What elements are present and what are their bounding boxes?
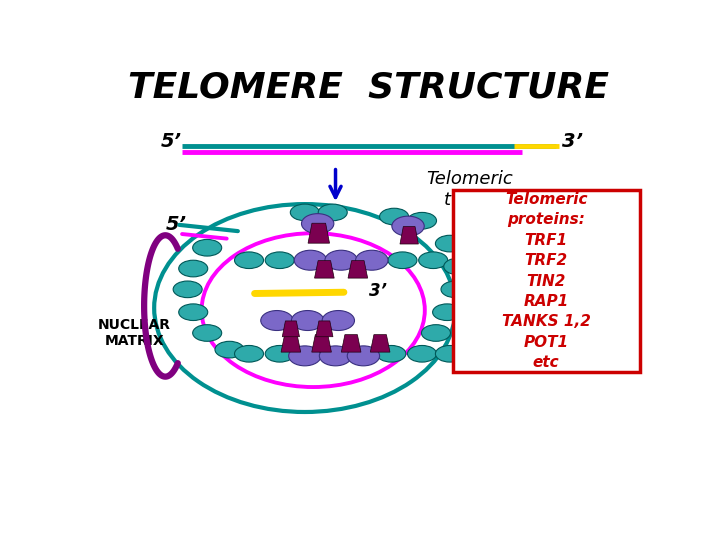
Polygon shape	[400, 227, 418, 244]
Ellipse shape	[320, 346, 351, 366]
Text: Telomeric
proteins:
TRF1
TRF2
TIN2
RAP1
TANKS 1,2
POT1
etc: Telomeric proteins: TRF1 TRF2 TIN2 RAP1 …	[502, 192, 590, 370]
Ellipse shape	[392, 216, 424, 236]
Ellipse shape	[292, 310, 324, 330]
Ellipse shape	[235, 252, 264, 268]
Ellipse shape	[179, 304, 208, 321]
Text: 3’: 3’	[562, 132, 583, 151]
Ellipse shape	[179, 260, 208, 277]
Ellipse shape	[265, 252, 294, 268]
Text: 3’: 3’	[369, 282, 387, 300]
Ellipse shape	[433, 304, 462, 321]
Ellipse shape	[418, 252, 448, 268]
Ellipse shape	[193, 325, 222, 341]
Polygon shape	[316, 321, 333, 337]
Polygon shape	[281, 335, 301, 352]
Ellipse shape	[356, 250, 388, 270]
Polygon shape	[308, 223, 330, 243]
Text: Telomeric
t loop: Telomeric t loop	[426, 170, 513, 209]
Ellipse shape	[441, 281, 470, 298]
Ellipse shape	[261, 310, 293, 330]
Ellipse shape	[408, 212, 436, 229]
Ellipse shape	[388, 252, 417, 268]
Polygon shape	[315, 261, 334, 278]
Ellipse shape	[289, 346, 321, 366]
Ellipse shape	[173, 281, 202, 298]
Ellipse shape	[325, 250, 357, 270]
Ellipse shape	[347, 346, 379, 366]
Ellipse shape	[290, 204, 320, 221]
Ellipse shape	[436, 235, 464, 252]
Ellipse shape	[215, 341, 244, 358]
Ellipse shape	[436, 346, 464, 362]
Polygon shape	[348, 261, 368, 278]
Ellipse shape	[235, 346, 264, 362]
Polygon shape	[282, 321, 300, 337]
Ellipse shape	[302, 214, 334, 234]
Ellipse shape	[294, 250, 327, 270]
Polygon shape	[370, 335, 390, 352]
Ellipse shape	[444, 258, 473, 275]
Ellipse shape	[379, 208, 409, 225]
Polygon shape	[312, 335, 331, 352]
Text: 5’: 5’	[166, 215, 187, 234]
FancyBboxPatch shape	[453, 190, 639, 373]
Ellipse shape	[408, 346, 436, 362]
Polygon shape	[341, 335, 361, 352]
Ellipse shape	[322, 310, 354, 330]
Text: 5’: 5’	[161, 132, 181, 151]
Ellipse shape	[377, 346, 406, 362]
Text: TELOMERE  STRUCTURE: TELOMERE STRUCTURE	[128, 71, 610, 105]
Ellipse shape	[318, 204, 347, 221]
Text: NUCLEAR
MATRIX: NUCLEAR MATRIX	[98, 318, 171, 348]
Ellipse shape	[193, 239, 222, 256]
Ellipse shape	[421, 325, 451, 341]
Ellipse shape	[265, 346, 294, 362]
